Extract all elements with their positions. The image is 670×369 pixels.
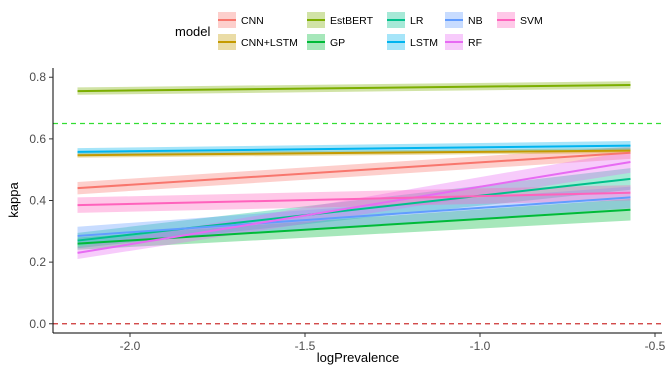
legend: model CNN CNN+LSTM EstBERT GP LR LSTM NB RF SVM — [175, 12, 543, 50]
legend-label: LR — [410, 15, 424, 27]
series-line-cnn-lstm — [77, 149, 631, 157]
y-tick-label: 0.2 — [29, 255, 46, 269]
series-line-nb — [77, 196, 631, 237]
legend-item-svm: SVM — [497, 12, 543, 28]
series-line-estbert — [77, 83, 631, 93]
x-tick-label: -1.5 — [295, 339, 316, 353]
legend-label: EstBERT — [330, 15, 374, 27]
legend-label: RF — [468, 37, 482, 49]
series-line-lstm — [77, 144, 631, 153]
legend-label: SVM — [520, 15, 543, 27]
legend-item-rf: RF — [445, 34, 482, 50]
legend-item-cnn: CNN — [218, 12, 264, 28]
legend-item-gp: GP — [307, 34, 345, 50]
legend-label: NB — [468, 15, 483, 27]
series-band-rf — [77, 151, 631, 260]
legend-label: GP — [330, 37, 345, 49]
axes: logPrevalence kappa -2.0 -1.5 -1.0 -0.5 0.0 0… — [6, 68, 666, 365]
series-line-cnn — [77, 151, 631, 190]
legend-item-cnn-lstm: CNN+LSTM — [218, 34, 298, 50]
y-tick-label: 0.4 — [29, 194, 46, 208]
y-tick-label: 0.6 — [29, 132, 46, 146]
series-band-gp — [77, 198, 631, 250]
legend-label: CNN — [241, 15, 264, 27]
x-tick-label: -2.0 — [120, 339, 141, 353]
y-tick-label: 0.8 — [29, 70, 46, 84]
x-tick-label: -0.5 — [645, 339, 666, 353]
legend-label: CNN+LSTM — [241, 37, 298, 49]
x-tick-label: -1.0 — [470, 339, 491, 353]
legend-item-estbert: EstBERT — [307, 12, 374, 28]
legend-item-nb: NB — [445, 12, 483, 28]
series-line-svm — [77, 191, 631, 207]
series-line-rf — [77, 160, 631, 254]
y-axis-title: kappa — [6, 182, 21, 218]
legend-item-lr: LR — [387, 12, 424, 28]
y-tick-label: 0.0 — [29, 317, 46, 331]
legend-title: model — [175, 24, 211, 39]
legend-label: LSTM — [410, 37, 438, 49]
legend-item-lstm: LSTM — [387, 34, 438, 50]
plot-area — [53, 81, 662, 325]
x-axis-title: logPrevalence — [317, 350, 399, 365]
